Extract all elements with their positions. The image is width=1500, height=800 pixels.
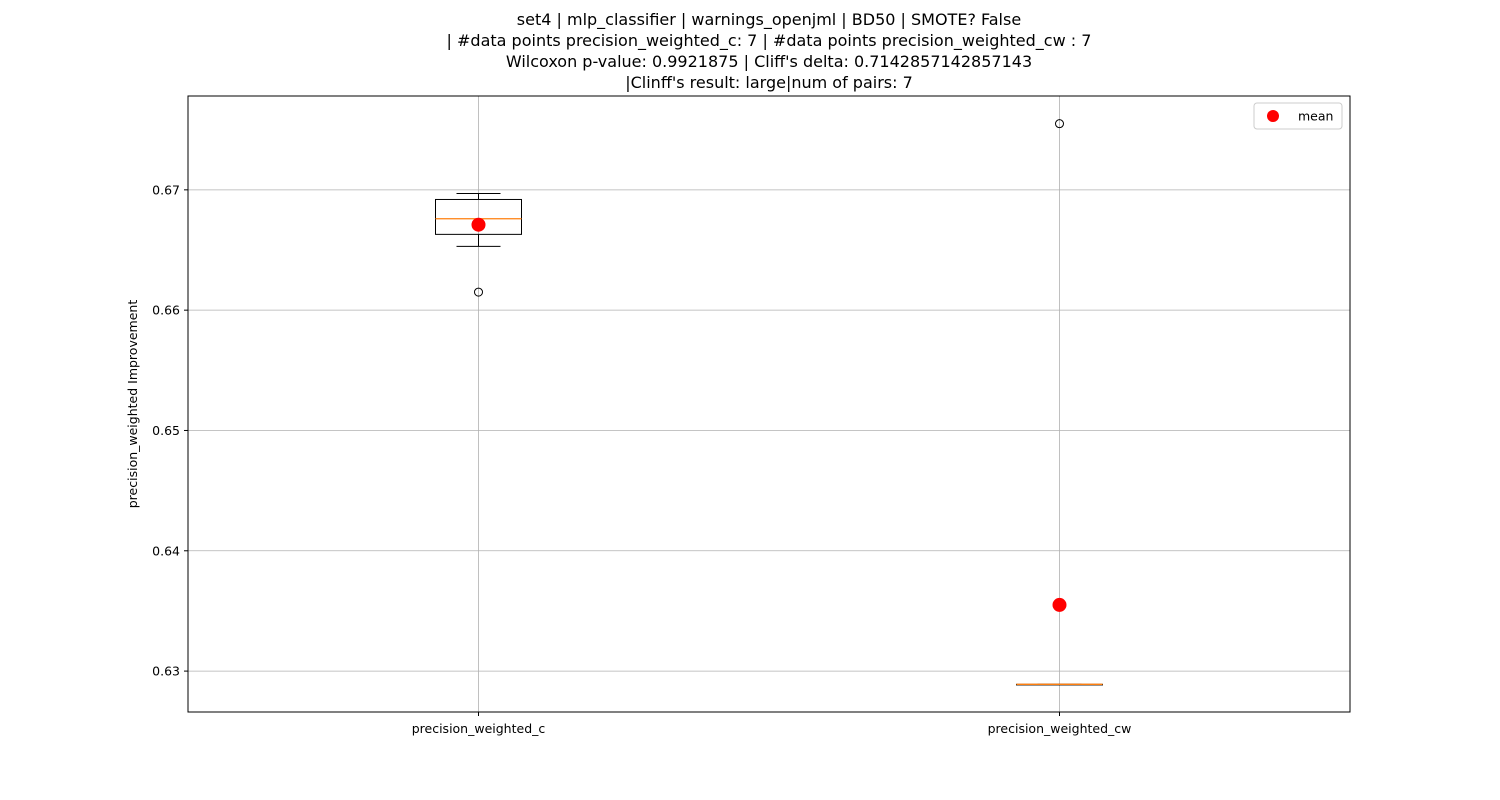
axis-ticks: 0.63 0.64 0.65 0.66 0.67 precision_weighted_c… (152, 182, 1131, 736)
y-axis-label: precision_weighted Improvement (125, 300, 140, 509)
chart-title: set4 | mlp_classifier | warnings_openjml… (447, 10, 1092, 92)
mean-marker (471, 217, 486, 232)
iqr-box (435, 198, 522, 235)
boxes (435, 119, 1103, 686)
outlier-point (1055, 119, 1064, 129)
y-tick-label: 0.63 (152, 664, 180, 679)
legend-frame (1253, 102, 1343, 130)
legend-label-mean: mean (1298, 109, 1333, 124)
title-line-1: set4 | mlp_classifier | warnings_openjml… (517, 10, 1021, 30)
y-tick-label: 0.67 (152, 182, 180, 197)
title-line-3: Wilcoxon p-value: 0.9921875 | Cliff's de… (506, 52, 1032, 71)
x-tick-label: precision_weighted_c (412, 721, 546, 736)
title-line-4: |Clinff's result: large|num of pairs: 7 (625, 73, 913, 92)
y-tick-label: 0.64 (152, 543, 180, 558)
outlier-point (474, 287, 483, 297)
legend: mean (1253, 102, 1343, 130)
x-tick-label: precision_weighted_cw (988, 721, 1132, 736)
box-precision_weighted_cw (1016, 119, 1103, 686)
mean-marker (1052, 597, 1067, 612)
y-tick-label: 0.66 (152, 303, 180, 318)
legend-mean-marker (1267, 110, 1279, 122)
y-tick-label: 0.65 (152, 423, 180, 438)
box-precision_weighted_c (435, 192, 522, 297)
title-line-2: | #data points precision_weighted_c: 7 |… (447, 31, 1092, 51)
plot-area-frame (187, 95, 1351, 713)
